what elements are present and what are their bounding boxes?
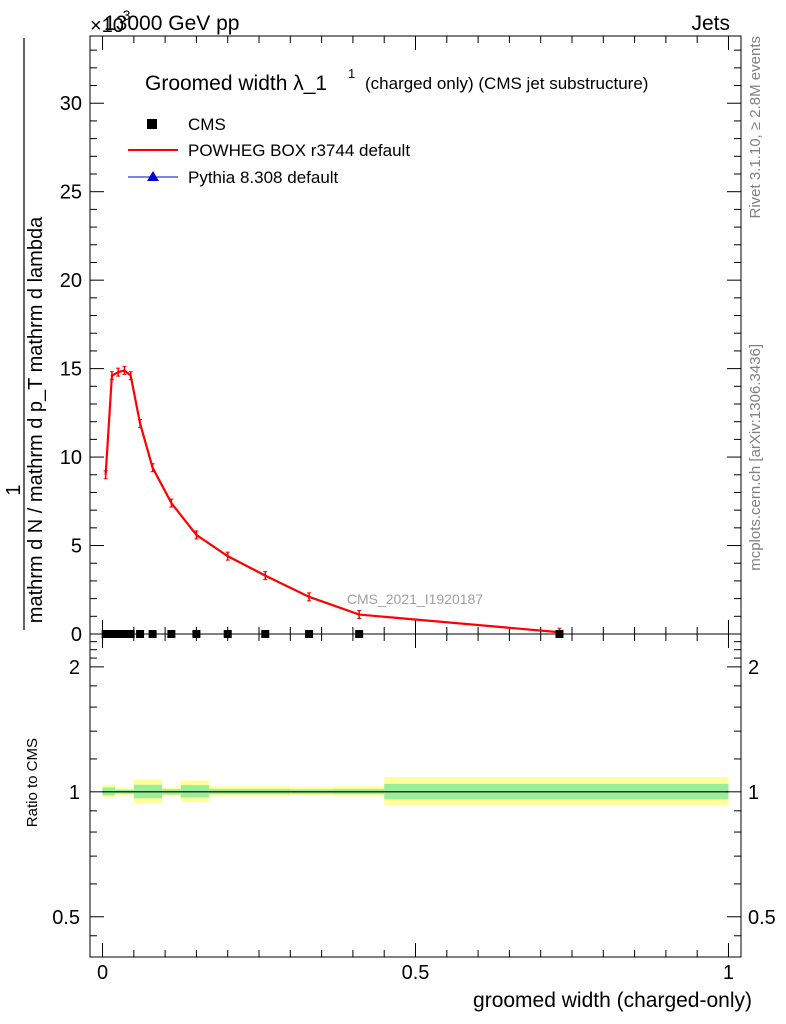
powheg-line [104, 369, 560, 634]
svg-text:1: 1 [3, 484, 25, 495]
ratio-y-tick-label: 0.5 [52, 907, 80, 929]
analysis-watermark: CMS_2021_I1920187 [347, 591, 483, 607]
y-tick-label: 5 [71, 536, 82, 558]
legend: CMS POWHEG BOX r3744 default Pythia 8.30… [128, 115, 410, 187]
x-tick-label: 1 [723, 962, 734, 984]
y-tick-label: 10 [60, 447, 82, 469]
legend-pythia-label: Pythia 8.308 default [188, 168, 339, 187]
ratio-plot-panel: 0.5 0.5 1 1 2 2 0 0.5 1 [52, 633, 776, 984]
energy-label: 13000 GeV pp [104, 12, 239, 35]
y-tick-label: 15 [60, 359, 82, 381]
x-axis-label: groomed width (charged-only) [473, 989, 752, 1012]
svg-text:Groomed width λ_1: Groomed width λ_1 [145, 72, 327, 95]
y-tick-label: 20 [60, 270, 82, 292]
svg-text:(charged only) (CMS jet substr: (charged only) (CMS jet substructure) [365, 74, 648, 93]
ratio-y-tick-label: 2 [69, 657, 80, 679]
y-tick-label: 25 [60, 182, 82, 204]
rivet-version-label: Rivet 3.1.10, ≥ 2.8M events [747, 36, 764, 219]
y-tick-label: 30 [60, 93, 82, 115]
legend-cms-label: CMS [188, 115, 226, 134]
svg-text:1: 1 [348, 66, 355, 81]
multiplier-label: ×10 [90, 15, 124, 37]
mcplots-label: mcplots.cern.ch [arXiv:1306.3436] [747, 344, 764, 571]
y-tick-label: 0 [71, 624, 82, 646]
ratio-y-tick-label-right: 0.5 [748, 907, 776, 929]
ratio-y-tick-label: 1 [69, 782, 80, 804]
svg-text:mathrm d N / mathrm d p_T math: mathrm d N / mathrm d p_T mathrm d lambd… [25, 216, 47, 623]
main-plot-panel: 0 5 10 15 20 25 30 [60, 35, 742, 646]
legend-pythia-marker [147, 171, 159, 181]
ratio-y-tick-label-right: 1 [748, 782, 759, 804]
x-tick-label: 0 [97, 962, 108, 984]
multiplier-exponent: -3 [118, 7, 131, 23]
main-y-axis-label: 1 mathrm d N / mathrm d p_T mathrm d lam… [3, 38, 47, 630]
chart-title: Groomed width λ_1 1 (charged only) (CMS … [145, 66, 648, 95]
ratio-y-tick-label-right: 2 [748, 657, 759, 679]
legend-powheg-label: POWHEG BOX r3744 default [188, 141, 410, 160]
ratio-y-axis-label: Ratio to CMS [24, 738, 41, 827]
process-label: Jets [691, 12, 730, 35]
x-tick-label: 0.5 [402, 962, 430, 984]
legend-cms-marker [147, 119, 157, 129]
